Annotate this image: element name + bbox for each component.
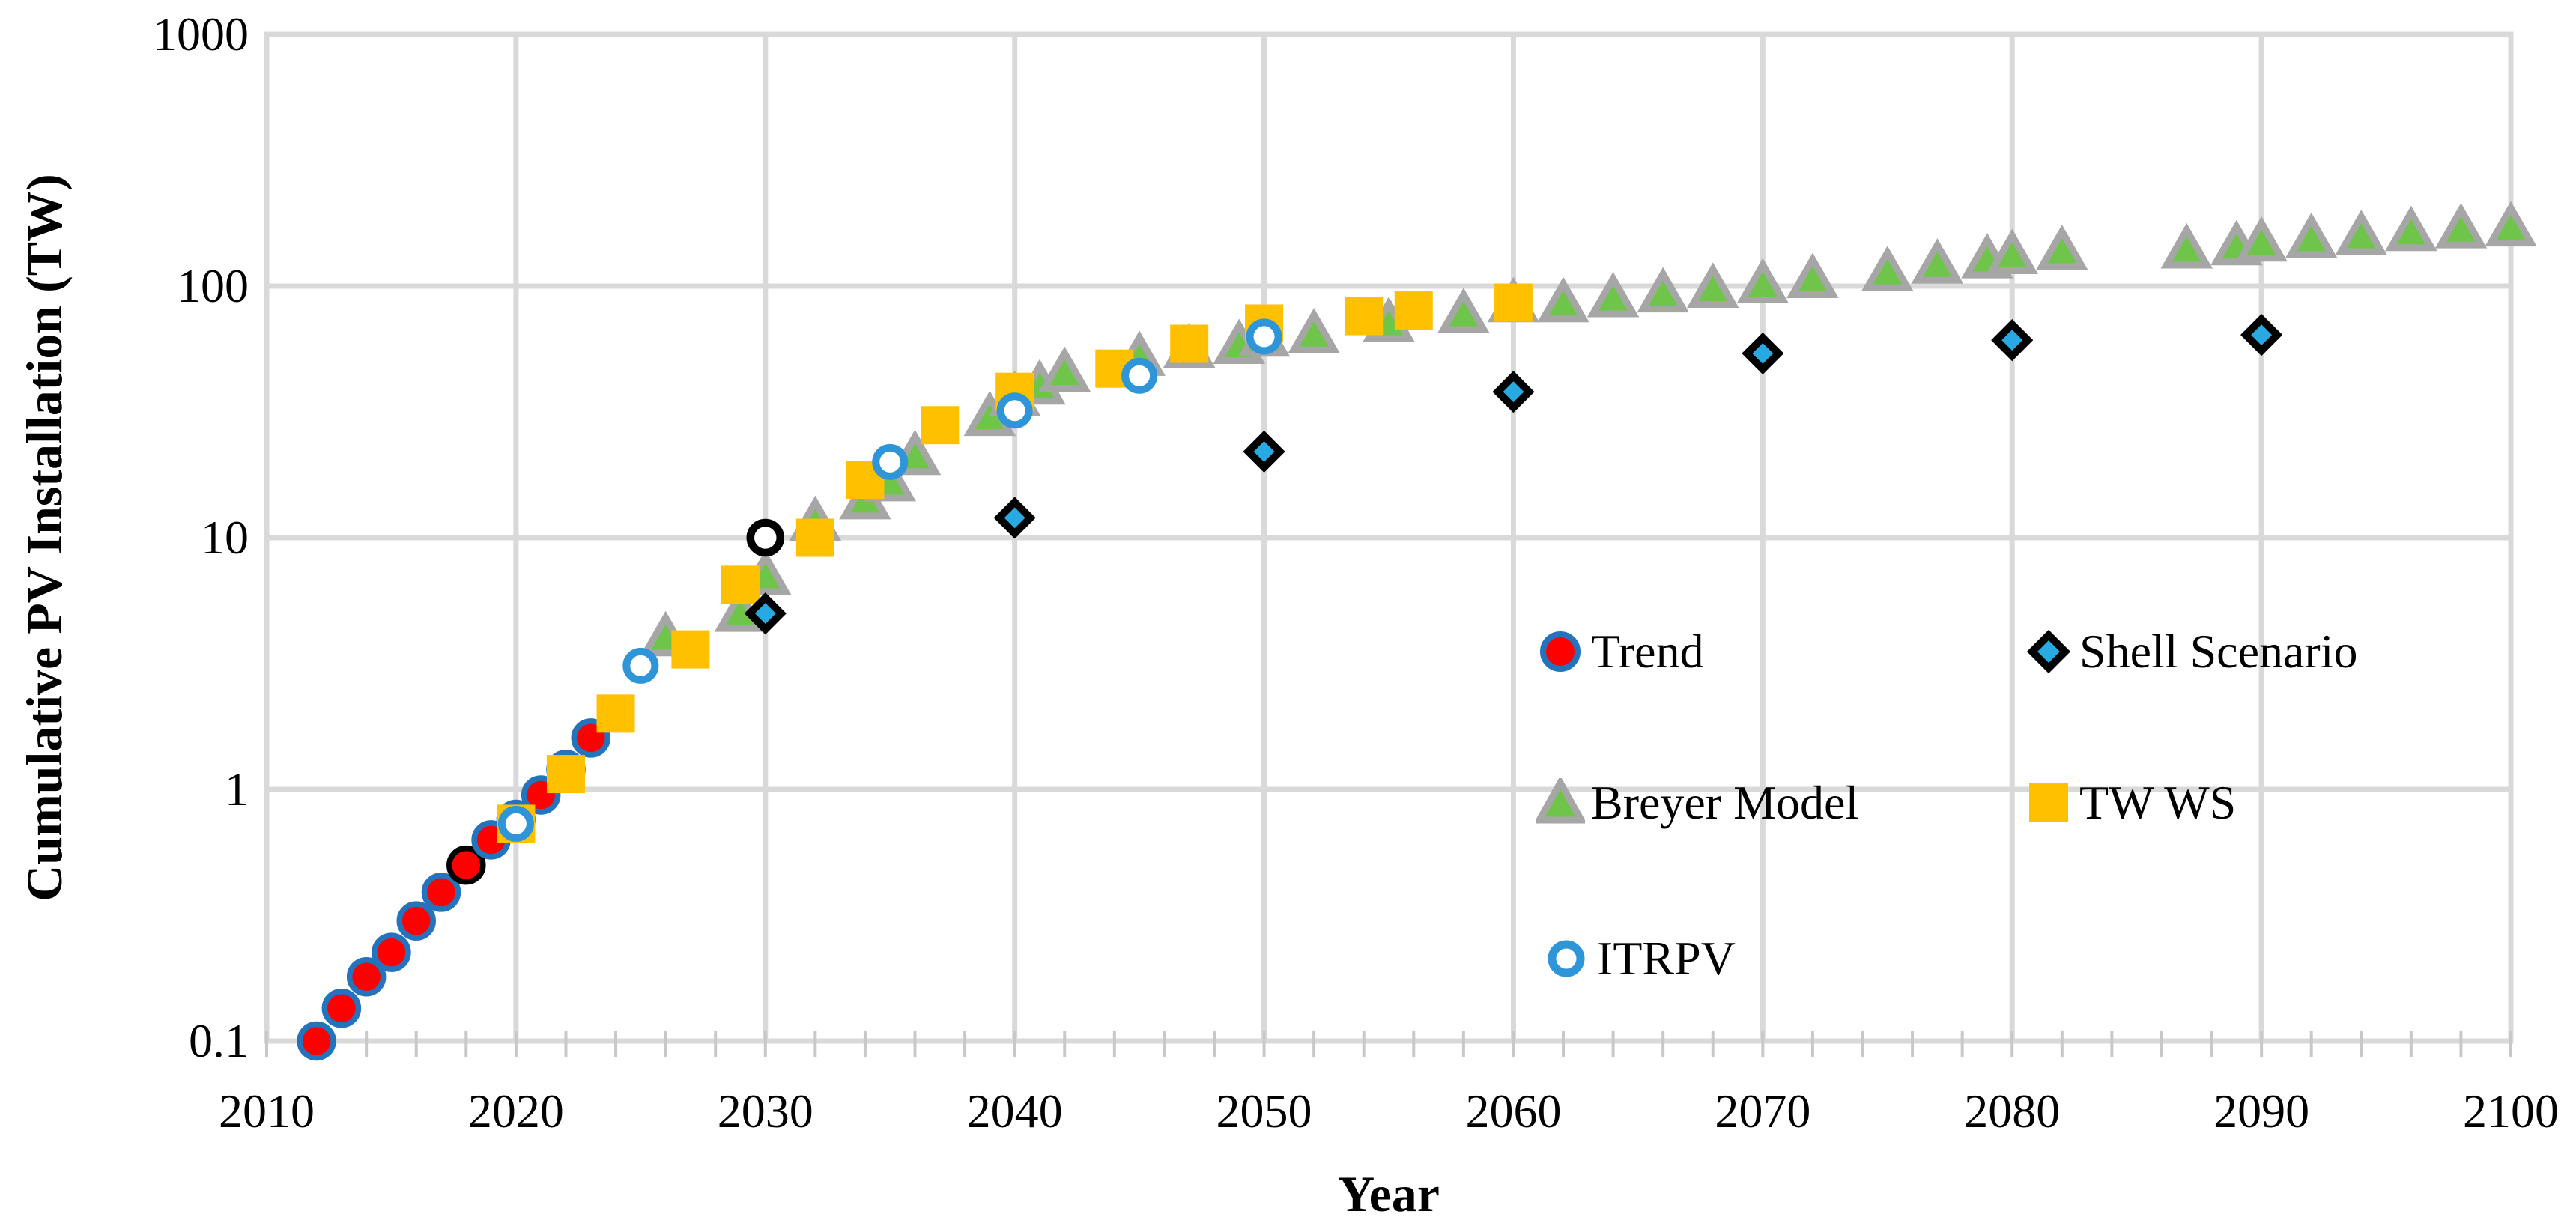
x-tick-label: 2070 xyxy=(1715,1084,1811,1138)
itrpv-point xyxy=(872,443,909,480)
x-tick-label: 2030 xyxy=(717,1084,813,1138)
trend-point xyxy=(372,932,411,972)
y-tick-label: 10 xyxy=(201,511,249,564)
breyer-point xyxy=(2385,205,2437,252)
x-axis-title: Year xyxy=(1338,1165,1440,1222)
twws-point xyxy=(1170,324,1209,363)
breyer-marker-icon xyxy=(1533,775,1587,828)
breyer-point xyxy=(1861,246,1914,291)
breyer-point xyxy=(1288,308,1340,353)
shell-point xyxy=(1742,332,1784,374)
x-tick-label: 2060 xyxy=(1465,1084,1562,1138)
twws-point xyxy=(721,565,760,604)
legend-label-trend: Trend xyxy=(1591,625,1704,678)
breyer-point xyxy=(1986,228,2038,274)
trend-point xyxy=(297,1021,336,1061)
breyer-point xyxy=(1786,252,1839,298)
trend-point xyxy=(446,845,486,885)
legend-label-breyer: Breyer Model xyxy=(1591,776,1859,829)
legend-item-shell: Shell Scenario xyxy=(2024,620,2357,683)
itrpv-point xyxy=(996,392,1033,429)
trend-point xyxy=(396,901,436,941)
shell-point xyxy=(2240,314,2283,356)
twws-point xyxy=(1494,283,1533,322)
shell-point xyxy=(1991,319,2034,362)
itrpv-point xyxy=(1246,318,1282,355)
x-tick-label: 2020 xyxy=(467,1084,564,1138)
breyer-point xyxy=(2285,212,2338,258)
x-tick-label: 2010 xyxy=(219,1084,315,1138)
trend-point xyxy=(321,988,362,1028)
breyer-point xyxy=(1637,267,1689,313)
legend-item-breyer: Breyer Model xyxy=(1533,771,1859,834)
legend-item-trend: Trend xyxy=(1536,620,1704,683)
plot-frame xyxy=(264,31,2514,1044)
x-tick-label: 2090 xyxy=(2213,1084,2310,1138)
itrpv-point xyxy=(622,647,659,684)
trend-point xyxy=(346,956,387,997)
y-tick-label: 0.1 xyxy=(189,1014,249,1067)
breyer-point xyxy=(1586,271,1640,318)
twws-point xyxy=(596,694,635,733)
legend-item-itrpv: ITRPV xyxy=(1542,927,1736,990)
shell-marker-icon xyxy=(2024,627,2073,676)
shell-point xyxy=(1492,371,1535,413)
milestone-open-circle xyxy=(746,518,785,557)
breyer-point xyxy=(2485,201,2537,247)
twws-point xyxy=(1345,297,1384,336)
breyer-point xyxy=(2335,210,2388,255)
trend-marker-icon xyxy=(1536,627,1585,676)
breyer-point xyxy=(1038,346,1091,392)
twws-point xyxy=(1394,291,1433,330)
breyer-point xyxy=(1686,262,1739,308)
breyer-point xyxy=(1537,276,1589,323)
y-tick-label: 100 xyxy=(177,259,249,312)
y-tick-label: 1 xyxy=(225,762,249,816)
twws-point xyxy=(921,406,960,445)
x-tick-label: 2040 xyxy=(966,1084,1063,1138)
breyer-point xyxy=(1911,238,1964,284)
y-tick-label: 1000 xyxy=(153,7,249,61)
breyer-point xyxy=(2235,216,2288,262)
legend-item-twws: TW WS xyxy=(2024,771,2236,834)
breyer-point xyxy=(2160,222,2213,269)
shell-point xyxy=(744,592,787,635)
twws-marker-icon xyxy=(2024,778,2073,828)
legend-label-shell: Shell Scenario xyxy=(2079,625,2358,678)
trend-point xyxy=(421,873,461,912)
itrpv-point xyxy=(497,805,534,842)
x-tick-label: 2100 xyxy=(2463,1084,2559,1138)
shell-point xyxy=(993,497,1036,539)
twws-point xyxy=(546,755,585,794)
legend-label-twws: TW WS xyxy=(2079,776,2237,829)
x-tick-label: 2080 xyxy=(1964,1084,2061,1138)
x-tick-label: 2050 xyxy=(1216,1084,1312,1138)
breyer-point xyxy=(1736,258,1789,304)
breyer-point xyxy=(1437,288,1490,333)
shell-point xyxy=(1243,430,1285,473)
breyer-point xyxy=(2434,203,2488,249)
breyer-point xyxy=(2036,225,2088,270)
legend-label-itrpv: ITRPV xyxy=(1597,932,1736,985)
itrpv-point xyxy=(1121,357,1158,394)
itrpv-marker-icon xyxy=(1542,934,1591,983)
twws-point xyxy=(671,630,710,669)
twws-point xyxy=(795,518,834,557)
